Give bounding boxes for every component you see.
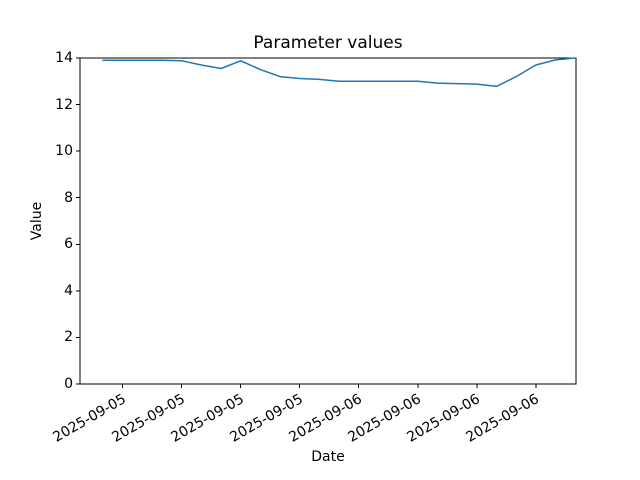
y-tick-label: 0	[64, 376, 73, 392]
y-tick-label: 10	[55, 143, 73, 159]
y-tick-label: 14	[55, 50, 73, 66]
x-tick-marks	[122, 384, 537, 388]
y-tick-label: 4	[64, 283, 73, 299]
y-tick-marks	[76, 57, 80, 385]
y-axis-title: Value	[29, 201, 45, 241]
chart-title: Parameter values	[253, 33, 403, 53]
x-axis-title: Date	[311, 449, 345, 465]
plot-border	[79, 57, 577, 385]
y-tick-label: 6	[64, 236, 73, 252]
series-line	[102, 57, 576, 88]
y-tick-label: 2	[64, 329, 73, 345]
y-tick-label: 8	[64, 190, 73, 206]
y-tick-label: 12	[55, 97, 73, 113]
